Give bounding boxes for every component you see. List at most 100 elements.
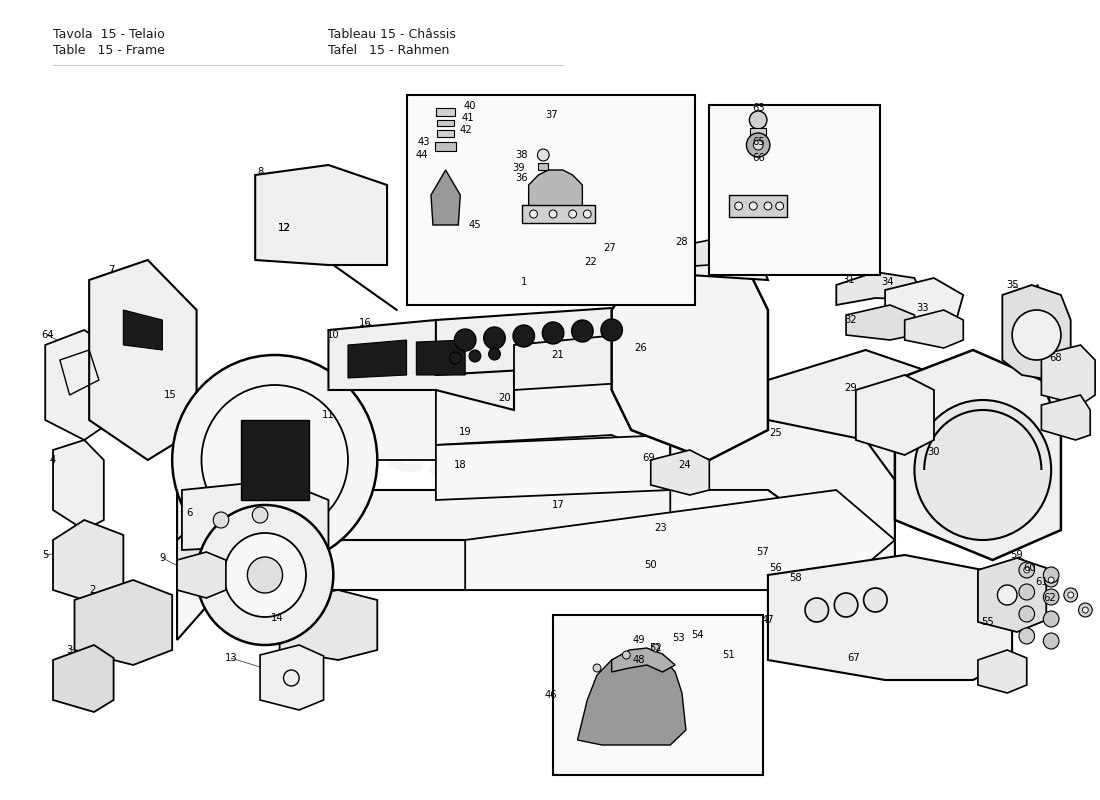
Text: 33: 33 [916,303,928,313]
Text: 29: 29 [845,383,857,393]
Circle shape [1082,607,1088,613]
Polygon shape [660,240,729,268]
Text: 6: 6 [187,508,192,518]
Circle shape [529,210,538,218]
Text: 7: 7 [109,265,114,275]
Circle shape [601,319,623,341]
Text: 31: 31 [843,275,856,285]
Polygon shape [53,440,103,530]
Polygon shape [53,645,113,712]
Circle shape [834,593,858,617]
Polygon shape [578,651,686,745]
Polygon shape [260,645,323,710]
Text: 23: 23 [654,523,667,533]
Text: 9: 9 [160,553,166,563]
Text: 39: 39 [513,163,525,173]
Circle shape [1078,603,1092,617]
Polygon shape [895,350,1060,560]
Text: 28: 28 [675,237,689,247]
Text: 10: 10 [327,330,340,340]
Circle shape [1068,592,1074,598]
Polygon shape [612,648,675,672]
Circle shape [1044,567,1059,583]
Text: Tableau 15 - Châssis: Tableau 15 - Châssis [329,28,456,41]
Polygon shape [416,340,465,375]
Circle shape [538,149,549,161]
Text: 13: 13 [224,653,238,663]
Text: 35: 35 [1005,280,1019,290]
Circle shape [1044,573,1058,587]
Circle shape [1044,633,1059,649]
Text: 20: 20 [498,393,510,403]
Circle shape [569,210,576,218]
Text: 67: 67 [847,653,860,663]
Polygon shape [436,308,670,390]
Text: 52: 52 [649,643,662,653]
Polygon shape [45,330,113,440]
Circle shape [651,644,660,652]
Circle shape [197,505,333,645]
Circle shape [1019,562,1035,578]
Polygon shape [53,520,123,600]
Circle shape [454,329,476,351]
Text: 62: 62 [1043,593,1056,603]
Bar [434,142,456,151]
Polygon shape [886,278,964,330]
Circle shape [914,400,1052,540]
Text: 5: 5 [42,550,48,560]
Circle shape [1044,589,1059,605]
Text: 12: 12 [278,223,290,233]
Circle shape [513,325,535,347]
Text: 66: 66 [751,153,764,163]
Polygon shape [651,450,710,495]
Polygon shape [436,435,670,500]
Polygon shape [177,430,329,540]
Circle shape [542,322,564,344]
Polygon shape [177,552,225,598]
Text: Table   15 - Frame: Table 15 - Frame [53,44,165,57]
Polygon shape [836,272,924,305]
Polygon shape [856,375,934,455]
Polygon shape [436,365,670,460]
Circle shape [754,140,763,150]
Bar [553,615,763,775]
Circle shape [252,507,268,523]
Circle shape [1048,577,1054,583]
Circle shape [805,598,828,622]
Text: 60: 60 [1023,563,1036,573]
Polygon shape [904,310,964,348]
Text: 43: 43 [418,137,430,147]
Circle shape [484,327,505,349]
Text: 37: 37 [544,110,558,120]
Circle shape [583,210,591,218]
Bar [750,128,766,136]
Polygon shape [1042,345,1096,405]
Polygon shape [592,245,768,295]
Polygon shape [177,490,221,590]
Text: 21: 21 [551,350,564,360]
Circle shape [776,202,783,210]
Circle shape [549,210,557,218]
Text: 51: 51 [723,650,735,660]
Polygon shape [329,390,514,490]
Text: 42: 42 [460,125,473,135]
Text: 26: 26 [635,343,647,353]
Circle shape [469,350,481,362]
Text: 56: 56 [769,563,782,573]
Circle shape [248,557,283,593]
Circle shape [1019,584,1035,600]
Text: 69: 69 [642,453,656,463]
Circle shape [593,664,601,672]
Text: 61: 61 [1035,577,1048,587]
Polygon shape [89,260,197,460]
Bar [538,163,548,170]
Polygon shape [978,650,1026,693]
Text: 45: 45 [469,220,482,230]
Polygon shape [670,490,836,550]
Text: 2: 2 [89,585,96,595]
Bar [437,130,454,137]
Polygon shape [348,340,407,378]
Text: 4: 4 [50,455,56,465]
Circle shape [623,651,630,659]
Polygon shape [602,245,660,275]
